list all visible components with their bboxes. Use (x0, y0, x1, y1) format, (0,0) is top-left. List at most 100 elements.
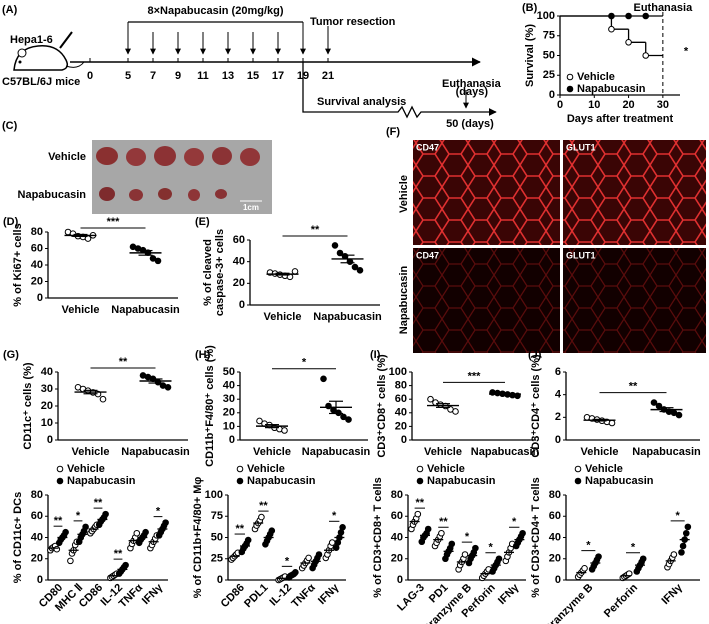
y-tick-label: 60 (549, 510, 561, 522)
y-tick-label: 20 (395, 420, 407, 432)
significance: ** (629, 381, 638, 393)
y-tick-label: 0 (217, 574, 223, 586)
legend-label: Vehicle (247, 463, 285, 475)
y-axis-label: CD3⁺CD8⁺ cells (%) (376, 354, 388, 458)
y-tick-label: 30 (41, 383, 53, 395)
day-label: 11 (197, 70, 209, 82)
y-tick-label: 40 (395, 407, 407, 419)
day-label: 15 (247, 70, 259, 82)
x-tick-label: Granzyme B (542, 582, 596, 624)
x-tick-label: Vehicle (424, 446, 462, 458)
x-tick-label: IFNγ (659, 581, 685, 607)
y-tick-label: 75 (543, 30, 555, 42)
legend-label: Vehicle (67, 463, 105, 475)
significance: * (512, 516, 517, 528)
data-point (82, 523, 89, 531)
data-point (519, 529, 526, 537)
legend-label: Vehicle (577, 71, 615, 83)
significance: * (76, 510, 81, 522)
legend-label: Vehicle (427, 463, 465, 475)
data-point (315, 551, 323, 558)
significance: * (465, 531, 470, 543)
data-point (99, 395, 107, 403)
x-tick-label: 10 (588, 99, 600, 111)
legend-marker (236, 477, 244, 485)
x-tick-label: Napabucasin (121, 446, 190, 458)
survival-label: Survival analysis (317, 96, 406, 108)
significance: ** (416, 497, 425, 509)
significance: * (684, 45, 689, 57)
y-tick-label: 0 (555, 434, 561, 446)
panel-label: (F) (386, 126, 400, 138)
survival-branch (302, 62, 497, 119)
significance: ** (236, 523, 245, 535)
panel-label: (B) (522, 2, 538, 14)
y-axis-label: % of CD11c+ DCs (12, 492, 24, 583)
x-tick-label: PDL1 (242, 582, 270, 610)
x-tick-label: Napabucasin (111, 304, 180, 316)
day-label: 5 (125, 70, 131, 82)
significance: *** (107, 216, 121, 228)
y-axis-label: % of CD11b+F4/80+ Mφ (192, 477, 204, 599)
day-label: 13 (222, 70, 234, 82)
y-tick-label: 50 (223, 366, 235, 378)
significance: * (285, 555, 290, 567)
legend-label: Napabucasin (577, 83, 646, 95)
significance: ** (119, 356, 128, 368)
y-tick-label: 60 (31, 242, 43, 254)
y-tick-label: 0 (37, 574, 43, 586)
tumor-photo (92, 140, 272, 214)
significance: * (631, 542, 636, 554)
y-axis-label: CD11b⁺F4/80⁺ cells (%) (204, 345, 216, 467)
panel-label: (E) (195, 216, 210, 228)
y-tick-label: 0 (549, 89, 555, 101)
data-point (256, 417, 263, 425)
data-point (427, 395, 434, 403)
legend-marker (56, 477, 64, 485)
panel-label: (I) (370, 349, 381, 361)
day-label: 21 (322, 70, 334, 82)
mouse-strain: C57BL/6J mice (2, 76, 80, 88)
legend-marker (236, 465, 244, 473)
data-point (495, 555, 503, 563)
data-point (67, 557, 74, 565)
x-axis-label: Days after treatment (567, 113, 674, 125)
data-point (291, 268, 299, 275)
y-tick-label: 20 (549, 553, 561, 565)
data-point (53, 545, 61, 553)
y-tick-label: 100 (537, 10, 555, 22)
y-tick-label: 0 (229, 434, 235, 446)
y-tick-label: 20 (233, 277, 245, 289)
y-tick-label: 80 (31, 226, 43, 238)
y-tick-label: 40 (31, 259, 43, 271)
y-axis-label: % of CD3+CD8+ T cells (372, 477, 384, 597)
significance: ** (114, 548, 123, 560)
significance: * (156, 506, 161, 518)
x-tick-label: Napabucasin (471, 446, 540, 458)
data-point (339, 524, 346, 531)
data-point (684, 523, 692, 531)
day-label: 0 (87, 70, 93, 82)
row-label: Napabucasin (398, 265, 410, 334)
y-tick-label: 60 (31, 510, 43, 522)
x-tick-label: Perforin (602, 582, 641, 621)
x-tick-label: TNFα (117, 582, 146, 611)
stain-label: GLUT1 (566, 142, 596, 152)
x-tick-label: CD86 (77, 582, 105, 610)
annotation: Euthanasia (634, 2, 694, 14)
legend-marker (566, 73, 574, 81)
data-point (625, 570, 633, 577)
y-tick-label: 2 (555, 411, 561, 423)
panel-label: (H) (195, 349, 211, 361)
x-tick-label: Vehicle (72, 446, 110, 458)
data-point (438, 529, 445, 537)
data-point (345, 416, 352, 423)
y-tick-label: 0 (47, 434, 53, 446)
legend-marker (566, 85, 574, 93)
y-tick-label: 0 (239, 299, 245, 311)
y-tick-label: 20 (391, 553, 403, 565)
x-tick-label: Napabucasin (632, 446, 701, 458)
y-tick-label: 40 (549, 531, 561, 543)
data-point (461, 551, 469, 558)
significance: *** (468, 370, 482, 382)
